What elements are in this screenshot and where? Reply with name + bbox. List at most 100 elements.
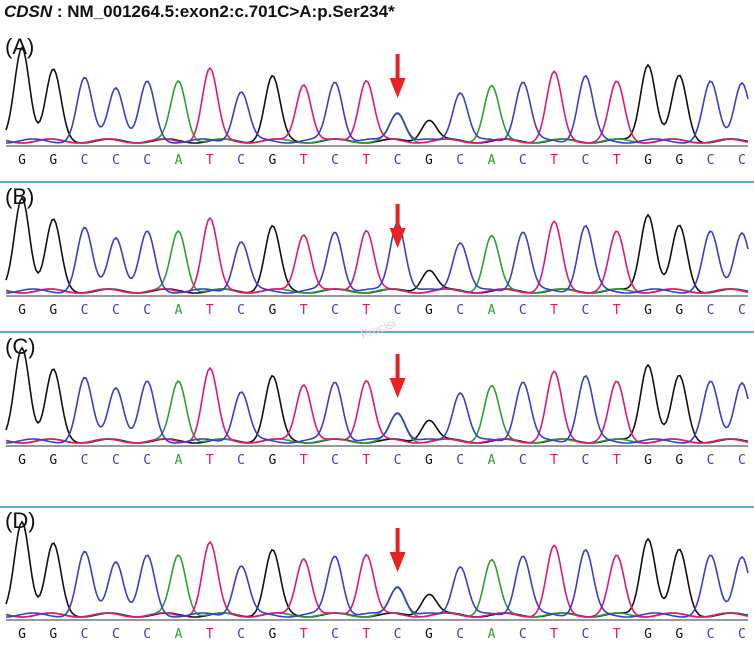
- trace-G-channel: [5, 196, 749, 294]
- base-call: C: [237, 153, 245, 168]
- base-call: T: [206, 303, 214, 318]
- base-call: C: [738, 453, 746, 468]
- base-call: G: [425, 627, 433, 642]
- base-call: C: [581, 153, 589, 168]
- base-call: C: [456, 627, 464, 642]
- base-call: G: [675, 153, 683, 168]
- base-call: G: [18, 153, 26, 168]
- base-call: C: [519, 453, 527, 468]
- base-call: T: [300, 153, 308, 168]
- base-call: T: [613, 627, 621, 642]
- base-call: C: [143, 453, 151, 468]
- base-call: A: [175, 453, 183, 468]
- figure-title: CDSN : NM_001264.5:exon2:c.701C>A:p.Ser2…: [4, 0, 395, 24]
- base-call: G: [49, 627, 57, 642]
- chromatogram-panel: (A)GGCCCATCGTCTCGCACTCTGGCCC: [0, 34, 754, 184]
- trace-C-channel: [5, 374, 749, 444]
- base-call: A: [488, 153, 496, 168]
- base-call: C: [456, 453, 464, 468]
- variant-notation: : NM_001264.5:exon2:c.701C>A:p.Ser234*: [52, 2, 395, 21]
- base-call: C: [519, 153, 527, 168]
- panel-divider: [0, 506, 754, 508]
- base-call: G: [425, 453, 433, 468]
- base-call: C: [581, 303, 589, 318]
- base-call: T: [613, 453, 621, 468]
- base-call: C: [237, 453, 245, 468]
- mutation-arrow-icon: [389, 54, 406, 98]
- base-call: C: [331, 627, 339, 642]
- chromatogram-trace: GGCCCATCGTCTCGCACTCTGGCCC: [5, 346, 749, 468]
- trace-G-channel: [5, 520, 749, 618]
- chromatogram-trace: GGCCCATCGTCTCGCACTCTGGCCC: [5, 520, 749, 642]
- base-call: C: [112, 453, 120, 468]
- gene-name: CDSN: [4, 2, 53, 21]
- chromatogram-trace: GGCCCATCGTCTCGCACTCTGGCCC: [5, 46, 749, 168]
- base-call: G: [675, 627, 683, 642]
- base-call: C: [394, 303, 402, 318]
- base-call: G: [49, 303, 57, 318]
- base-call: C: [581, 453, 589, 468]
- base-call: T: [550, 303, 558, 318]
- base-call: C: [738, 627, 746, 642]
- base-call: C: [81, 627, 89, 642]
- trace-T-channel: [5, 540, 749, 618]
- base-call: G: [18, 453, 26, 468]
- base-call: C: [237, 627, 245, 642]
- base-call: A: [488, 303, 496, 318]
- base-call: T: [613, 153, 621, 168]
- base-call: C: [394, 153, 402, 168]
- trace-G-channel: [5, 46, 749, 144]
- base-call: T: [300, 453, 308, 468]
- base-call: C: [331, 453, 339, 468]
- mutation-arrow-icon: [389, 528, 406, 572]
- base-call: C: [112, 153, 120, 168]
- base-call: T: [362, 627, 370, 642]
- mutation-arrow-icon: [389, 204, 406, 248]
- trace-G-channel: [5, 346, 749, 444]
- base-call: C: [394, 627, 402, 642]
- trace-T-channel: [5, 66, 749, 144]
- base-call: T: [362, 453, 370, 468]
- base-call: C: [394, 453, 402, 468]
- base-call: T: [300, 303, 308, 318]
- base-call: A: [175, 153, 183, 168]
- base-call: A: [175, 303, 183, 318]
- base-call: C: [707, 453, 715, 468]
- trace-C-channel: [5, 221, 749, 294]
- base-call: T: [613, 303, 621, 318]
- chromatogram-trace: GGCCCATCGTCTCGCACTCTGGCCC: [5, 196, 749, 318]
- base-call: G: [18, 303, 26, 318]
- base-call: C: [81, 303, 89, 318]
- chromatogram-panel: (B)GGCCCATCGTCTCGCACTCTGGCCC: [0, 184, 754, 334]
- base-call: G: [18, 627, 26, 642]
- base-call: G: [268, 627, 276, 642]
- base-call: G: [425, 303, 433, 318]
- base-call: T: [362, 303, 370, 318]
- base-call: G: [644, 453, 652, 468]
- trace-T-channel: [5, 366, 749, 444]
- base-call: C: [143, 627, 151, 642]
- chromatogram-panel: (C)GGCCCATCGTCTCGCACTCTGGCCC: [0, 334, 754, 484]
- base-call: G: [49, 153, 57, 168]
- base-call: C: [738, 153, 746, 168]
- base-call: A: [488, 627, 496, 642]
- base-call: T: [206, 453, 214, 468]
- panel-divider: [0, 181, 754, 183]
- base-call: C: [112, 627, 120, 642]
- base-call: C: [738, 303, 746, 318]
- base-call: C: [707, 303, 715, 318]
- panel-label: (C): [5, 334, 36, 359]
- base-call: C: [707, 627, 715, 642]
- base-call: C: [331, 153, 339, 168]
- panel-divider: [0, 331, 754, 333]
- base-call: C: [237, 303, 245, 318]
- chromatogram-panel: (D)GGCCCATCGTCTCGCACTCTGGCCC: [0, 508, 754, 658]
- base-call: T: [362, 153, 370, 168]
- base-call: G: [49, 453, 57, 468]
- trace-C-channel: [5, 74, 749, 144]
- base-call: C: [456, 153, 464, 168]
- base-call: C: [143, 153, 151, 168]
- base-call: C: [143, 303, 151, 318]
- base-call: T: [550, 627, 558, 642]
- base-call: G: [644, 627, 652, 642]
